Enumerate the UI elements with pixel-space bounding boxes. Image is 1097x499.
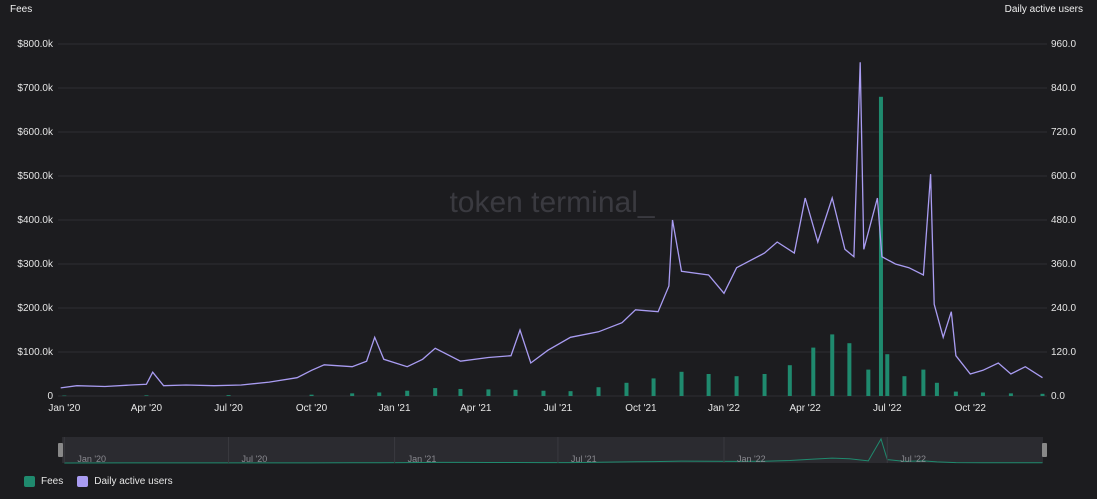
navigator-handle-left [58, 443, 63, 457]
watermark: token terminal_ [449, 186, 655, 219]
fees-bar-27 [902, 376, 907, 396]
navigator-fees-line [64, 437, 1043, 464]
left-tick-label-3: $300.0k [17, 259, 54, 270]
x-tick-label-4: Jan '21 [379, 403, 411, 414]
right-tick-label-4: 480.0 [1051, 215, 1076, 226]
x-tick-label-3: Oct '20 [296, 403, 328, 414]
navigator-label-2: Jan '21 [408, 454, 437, 464]
x-tick-label-0: Jan '20 [48, 403, 80, 414]
fees-bar-26 [885, 354, 890, 396]
navigator-label-4: Jan '22 [737, 454, 766, 464]
navigator-label-3: Jul '21 [571, 454, 597, 464]
left-tick-label-6: $600.0k [17, 127, 54, 138]
right-tick-label-3: 360.0 [1051, 259, 1076, 270]
left-tick-label-2: $200.0k [17, 303, 54, 314]
left-tick-label-8: $800.0k [17, 39, 54, 50]
fees-bar-15 [651, 378, 656, 396]
navigator-label-0: Jan '20 [77, 454, 106, 464]
fees-bar-3 [309, 394, 314, 396]
x-tick-label-6: Jul '21 [544, 403, 573, 414]
right-tick-label-0: 0.0 [1051, 391, 1065, 402]
legend-item-daily-active-users[interactable]: Daily active users [77, 476, 173, 487]
x-tick-label-9: Apr '22 [789, 403, 821, 414]
right-tick-label-1: 120.0 [1051, 347, 1076, 358]
navigator-label-5: Jul '22 [900, 454, 926, 464]
fees-swatch [24, 476, 35, 487]
left-tick-label-7: $700.0k [17, 83, 54, 94]
left-tick-label-0: 0 [47, 391, 53, 402]
fees-bar-5 [377, 392, 382, 396]
right-tick-label-5: 600.0 [1051, 171, 1076, 182]
left-tick-label-1: $100.0k [17, 347, 54, 358]
left-axis-title: Fees [10, 4, 33, 15]
right-axis-title: Daily active users [1004, 4, 1083, 15]
fees-bars [62, 96, 1045, 397]
legend-item-fees[interactable]: Fees [24, 476, 63, 487]
navigator-track [62, 437, 1043, 463]
fees-bar-19 [762, 374, 767, 396]
navigator-handle-right [1042, 443, 1047, 457]
fees-bar-31 [980, 392, 985, 396]
range-navigator[interactable]: Jan '20 Jul '20 Jan '21 Jul '21 Jan '22 Jul '… [58, 437, 1047, 464]
fees-bar-22 [830, 334, 835, 396]
fees-bar-14 [624, 382, 629, 396]
right-axis-ticks: 0.0 120.0 240.0 360.0 480.0 600.0 720.0 840.0 96… [1051, 39, 1076, 402]
fees-bar-17 [706, 374, 711, 396]
fees-bar-8 [458, 388, 463, 396]
fees-bar-20 [787, 365, 792, 396]
fees-bar-33 [1040, 393, 1045, 396]
fees-bar-18 [734, 376, 739, 396]
fees-bar-16 [679, 371, 684, 396]
fees-bar-28 [921, 369, 926, 396]
x-tick-label-2: Jul '20 [214, 403, 243, 414]
fees-users-chart[interactable]: token terminal_ 0 $100.0k $200.0k $300.0k $4… [0, 0, 1097, 470]
left-tick-label-5: $500.0k [17, 171, 54, 182]
x-axis-ticks: Jan '20 Apr '20 Jul '20 Oct '20 Jan '21 Apr '… [48, 403, 986, 414]
legend-label-daily-active-users: Daily active users [94, 476, 173, 487]
fees-bar-13 [596, 387, 601, 396]
fees-bar-6 [405, 390, 410, 396]
fees-bar-10 [513, 389, 518, 396]
legend: Fees Daily active users [24, 476, 187, 487]
gridlines [58, 43, 1047, 397]
fees-bar-0 [62, 395, 67, 397]
fees-bar-11 [541, 390, 546, 396]
x-tick-label-7: Oct '21 [625, 403, 657, 414]
right-tick-label-6: 720.0 [1051, 127, 1076, 138]
left-tick-label-4: $400.0k [17, 215, 54, 226]
x-tick-label-10: Jul '22 [873, 403, 902, 414]
fees-bar-21 [811, 347, 816, 396]
right-tick-label-7: 840.0 [1051, 83, 1076, 94]
fees-bar-9 [486, 389, 491, 396]
right-tick-label-8: 960.0 [1051, 39, 1076, 50]
fees-bar-7 [433, 388, 438, 396]
fees-bar-1 [144, 395, 149, 396]
fees-bar-24 [866, 369, 871, 396]
fees-bar-29 [934, 382, 939, 396]
left-axis-ticks: 0 $100.0k $200.0k $300.0k $400.0k $500.0k $600… [17, 39, 54, 402]
fees-bar-2 [226, 395, 231, 396]
fees-bar-12 [568, 391, 573, 396]
navigator-label-1: Jul '20 [242, 454, 268, 464]
x-tick-label-5: Apr '21 [460, 403, 492, 414]
x-tick-label-1: Apr '20 [131, 403, 163, 414]
right-tick-label-2: 240.0 [1051, 303, 1076, 314]
fees-bar-30 [953, 391, 958, 396]
legend-label-fees: Fees [41, 476, 64, 487]
fees-bar-23 [847, 343, 852, 396]
fees-bar-4 [350, 393, 355, 396]
x-tick-label-8: Jan '22 [708, 403, 740, 414]
fees-bar-32 [1008, 393, 1013, 396]
daily-active-users-swatch [77, 476, 89, 487]
x-tick-label-11: Oct '22 [955, 403, 987, 414]
daily-active-users-line [60, 62, 1043, 389]
